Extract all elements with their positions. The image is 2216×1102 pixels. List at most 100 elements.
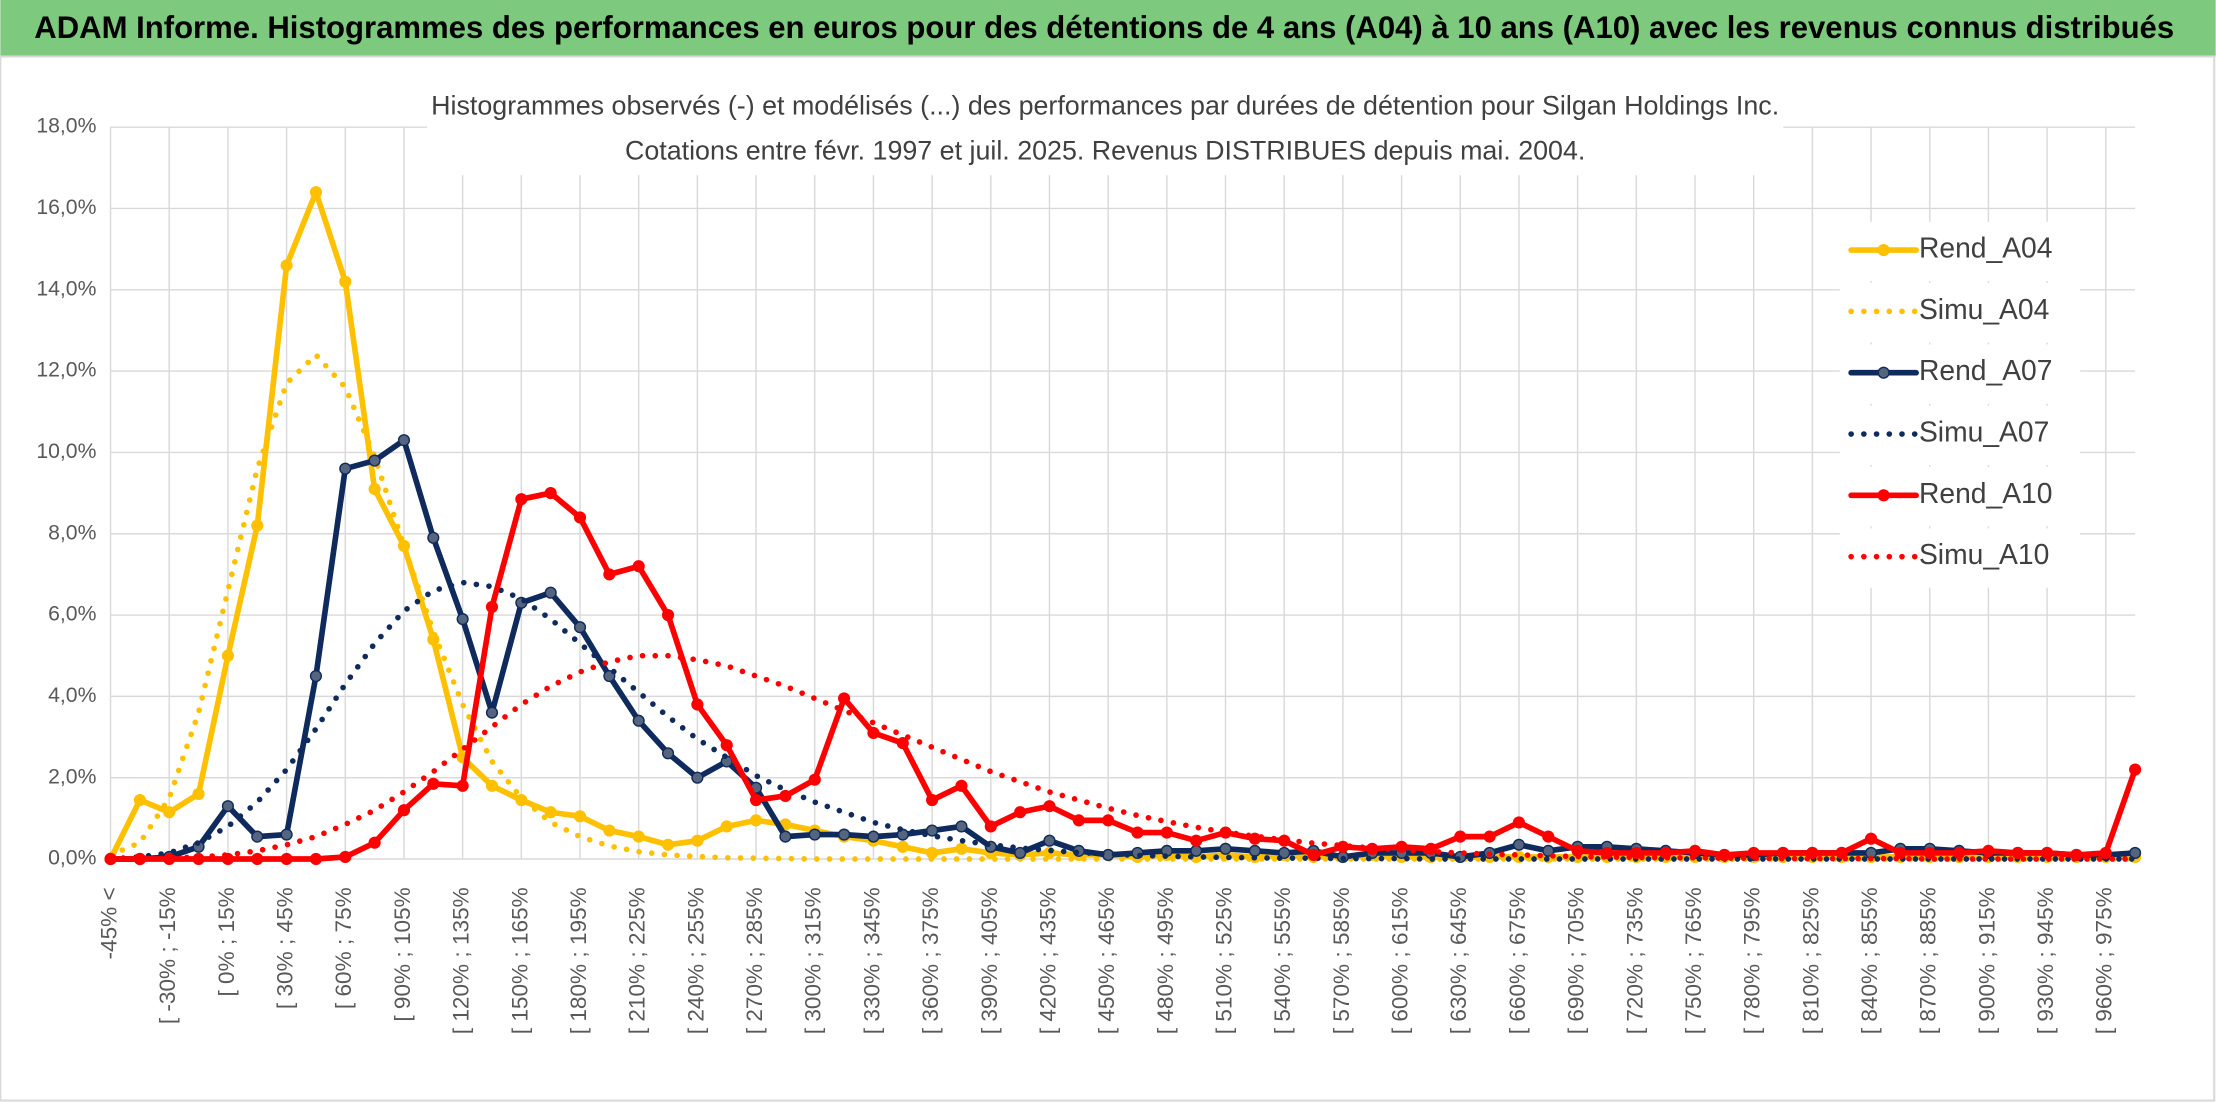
- data-point: [1688, 844, 1702, 857]
- data-point: [427, 531, 440, 544]
- series-line: [107, 490, 2138, 862]
- legend-bg: [1839, 405, 2081, 466]
- y-tick-label: 14,0%: [36, 277, 96, 300]
- x-tick-label: [ 510% ; 525%: [1211, 887, 1236, 1034]
- x-tick-label: [ 600% ; 615%: [1388, 887, 1413, 1034]
- y-tick-label: 18,0%: [36, 115, 96, 138]
- data-point: [955, 820, 968, 833]
- data-point: [691, 834, 704, 847]
- data-point: [691, 771, 704, 784]
- x-tick-label: [ 30% ; 45%: [273, 887, 298, 1009]
- data-point: [192, 787, 205, 801]
- data-point: [838, 692, 851, 705]
- data-point: [808, 828, 821, 841]
- data-point: [1072, 814, 1085, 827]
- x-tick-label: [ 450% ; 465%: [1094, 887, 1119, 1034]
- x-tick-label: [ 150% ; 165%: [507, 887, 532, 1034]
- data-point: [1923, 846, 1936, 859]
- x-tick-label: [ 960% ; 975%: [2092, 887, 2117, 1034]
- data-point: [896, 840, 909, 853]
- x-tick-label: [ 360% ; 375%: [918, 887, 943, 1034]
- x-tick-label: [ 540% ; 555%: [1270, 887, 1295, 1034]
- data-point: [838, 828, 851, 841]
- y-tick-label: 6,0%: [48, 603, 96, 626]
- x-tick-label: [ 180% ; 195%: [566, 887, 591, 1034]
- x-tick-label: [ 750% ; 765%: [1681, 887, 1706, 1034]
- data-point: [1102, 814, 1115, 827]
- legend-bg: [1839, 283, 2081, 343]
- x-tick-label: [ 900% ; 915%: [1974, 887, 1999, 1034]
- legend-bg: [1839, 528, 2081, 588]
- data-point: [749, 793, 763, 807]
- y-tick-label: 2,0%: [48, 765, 96, 788]
- data-point: [368, 482, 381, 496]
- y-tick-label: 8,0%: [48, 521, 96, 544]
- data-point: [926, 793, 939, 807]
- data-point: [1512, 838, 1526, 851]
- x-tick-label: [ 60% ; 75%: [331, 887, 356, 1009]
- data-point: [573, 621, 587, 634]
- data-point: [221, 649, 234, 662]
- data-point: [280, 852, 293, 866]
- data-point: [1248, 844, 1261, 857]
- data-point: [955, 779, 968, 792]
- data-point: [926, 824, 939, 837]
- data-point: [1190, 834, 1203, 847]
- data-point: [779, 830, 792, 843]
- data-point: [515, 493, 528, 506]
- data-point: [1043, 834, 1056, 847]
- data-point: [1835, 846, 1848, 859]
- data-point: [339, 275, 352, 288]
- data-point: [1043, 800, 1056, 813]
- data-point: [368, 836, 381, 849]
- chart-subtitle: Cotations entre févr. 1997 et juil. 2025…: [625, 136, 1585, 166]
- data-point: [544, 806, 557, 819]
- data-point: [1864, 832, 1878, 845]
- data-point: [573, 810, 587, 823]
- x-tick-label: [ 720% ; 735%: [1622, 887, 1647, 1034]
- data-point: [1806, 846, 1819, 859]
- data-point: [1483, 830, 1496, 843]
- x-tick-label: [ 840% ; 855%: [1857, 887, 1882, 1034]
- data-point: [632, 830, 645, 843]
- data-point: [485, 706, 499, 719]
- x-tick-label: [ 570% ; 585%: [1329, 887, 1354, 1034]
- data-point: [309, 852, 323, 866]
- x-tick-label: [ -30% ; -15%: [155, 887, 180, 1024]
- x-tick-label: [ 480% ; 495%: [1153, 887, 1178, 1034]
- data-point: [632, 560, 645, 573]
- x-tick-label: [ 0% ; 15%: [214, 887, 239, 996]
- data-point: [896, 737, 909, 750]
- x-tick-label: [ 270% ; 285%: [742, 887, 767, 1034]
- x-tick-label: [ 330% ; 345%: [859, 887, 884, 1034]
- y-tick-label: 0,0%: [48, 847, 96, 870]
- legend-label: Rend_A07: [1919, 354, 2053, 386]
- header-title: ADAM Informe. Histogrammes des performan…: [34, 10, 2174, 45]
- series-line: [107, 352, 2138, 862]
- x-tick-label: [ 390% ; 405%: [977, 887, 1002, 1034]
- chart-title: Histogrammes observés (-) et modélisés (…: [431, 90, 1779, 120]
- data-point: [2129, 763, 2142, 776]
- data-point: [1982, 844, 1995, 857]
- data-point: [456, 779, 469, 792]
- title-bg: [427, 84, 1784, 176]
- data-point: [309, 186, 323, 199]
- data-point: [808, 773, 821, 786]
- data-point: [251, 519, 264, 532]
- y-tick-label: 12,0%: [36, 359, 96, 382]
- data-point: [1014, 846, 1027, 859]
- data-point: [749, 814, 763, 827]
- data-point: [632, 714, 645, 727]
- legend-label: Rend_A04: [1919, 232, 2053, 264]
- data-point: [1131, 826, 1144, 839]
- data-point: [485, 600, 499, 613]
- legend-marker: [1877, 366, 1890, 379]
- data-point: [1630, 846, 1643, 859]
- x-tick-label: [ 240% ; 255%: [683, 887, 708, 1034]
- legend-label: Rend_A10: [1919, 477, 2053, 509]
- data-point: [251, 852, 264, 866]
- data-point: [2041, 846, 2054, 859]
- data-point: [456, 613, 469, 626]
